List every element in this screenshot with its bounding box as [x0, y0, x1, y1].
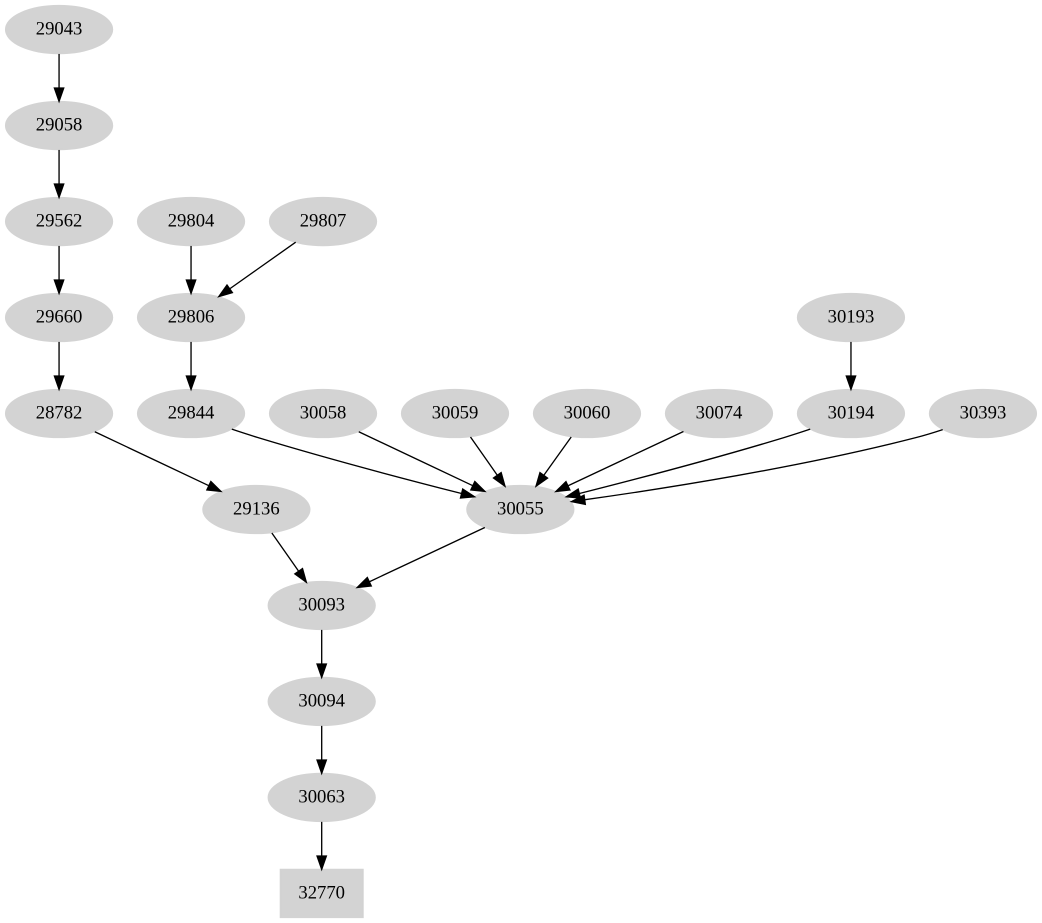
svg-text:30194: 30194 — [828, 402, 875, 423]
svg-text:29844: 29844 — [168, 402, 215, 423]
svg-text:30393: 30393 — [960, 402, 1007, 423]
svg-text:30060: 30060 — [564, 402, 611, 423]
svg-text:30074: 30074 — [696, 402, 743, 423]
svg-text:29043: 29043 — [36, 18, 83, 39]
svg-text:28782: 28782 — [36, 402, 83, 423]
svg-text:30058: 30058 — [300, 402, 347, 423]
svg-text:29804: 29804 — [168, 210, 215, 231]
svg-text:29058: 29058 — [36, 114, 83, 135]
svg-text:29136: 29136 — [233, 498, 280, 519]
svg-text:29807: 29807 — [300, 210, 347, 231]
svg-text:30193: 30193 — [828, 306, 875, 327]
svg-text:30094: 30094 — [298, 690, 345, 711]
svg-text:30059: 30059 — [432, 402, 479, 423]
svg-text:32770: 32770 — [298, 882, 345, 903]
svg-text:29660: 29660 — [36, 306, 83, 327]
svg-text:30093: 30093 — [298, 594, 345, 615]
svg-text:30063: 30063 — [298, 786, 345, 807]
svg-text:29806: 29806 — [168, 306, 215, 327]
svg-text:29562: 29562 — [36, 210, 83, 231]
svg-text:30055: 30055 — [497, 498, 544, 519]
